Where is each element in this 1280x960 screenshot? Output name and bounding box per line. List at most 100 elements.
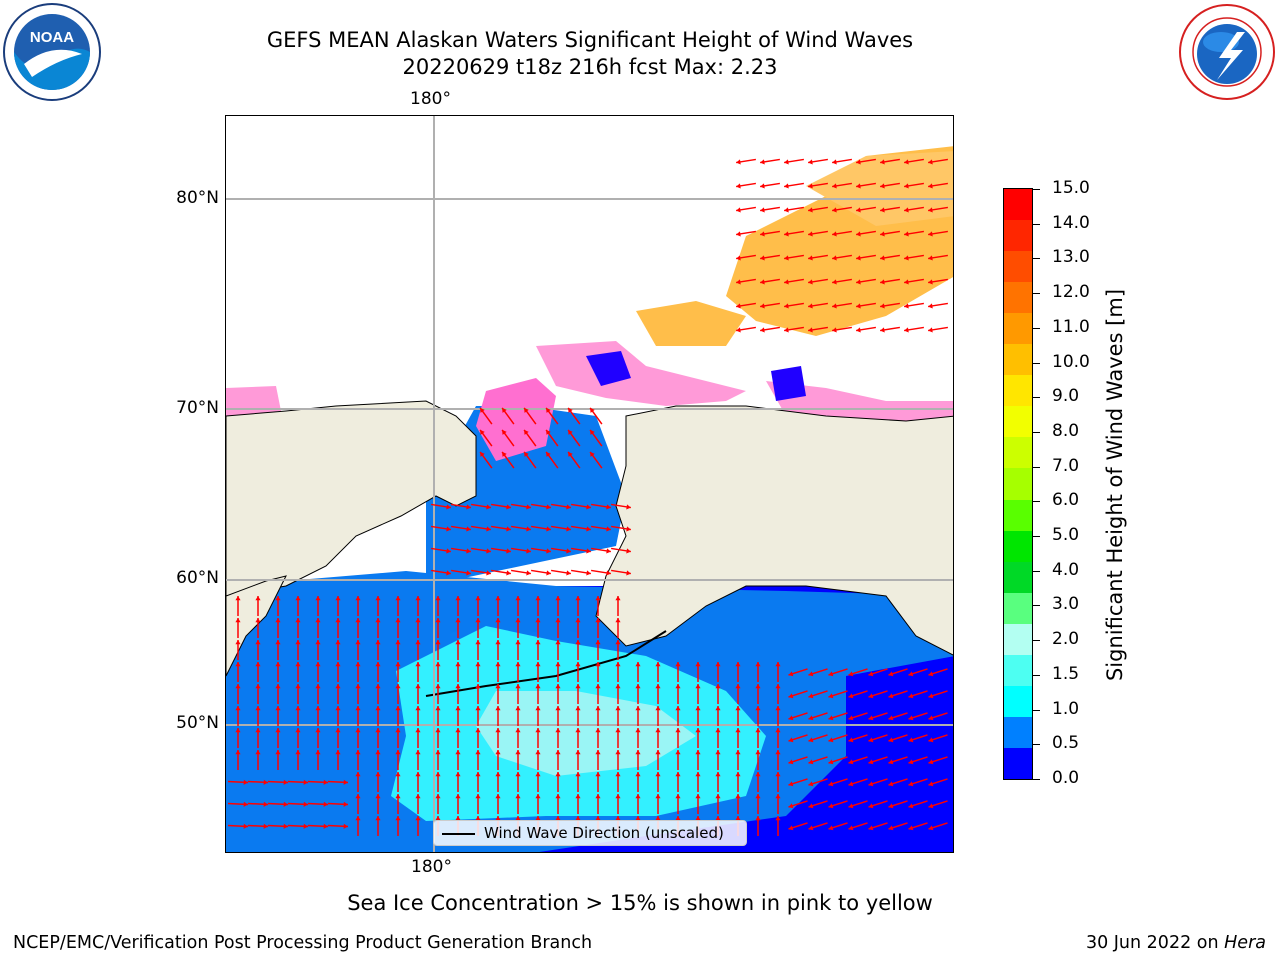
wind-wave-arrowhead xyxy=(395,596,401,601)
wind-wave-arrowhead xyxy=(908,737,914,743)
wind-wave-arrowhead xyxy=(275,684,281,689)
colorbar-tick xyxy=(1033,258,1040,260)
wind-wave-arrowhead xyxy=(808,255,813,261)
wind-wave-arrowhead xyxy=(415,596,421,601)
wind-wave-arrowhead xyxy=(355,618,361,623)
wind-wave-arrowhead xyxy=(755,684,761,689)
wind-wave-arrowhead xyxy=(466,570,471,576)
colorbar-tick xyxy=(1033,570,1040,572)
wind-wave-arrowhead xyxy=(808,781,814,787)
wind-wave-arrowhead xyxy=(486,526,491,532)
wind-wave-arrowhead xyxy=(535,706,541,711)
wind-wave-arrowhead xyxy=(575,750,581,755)
wind-wave-arrowhead xyxy=(235,640,241,645)
wind-wave-arrowhead xyxy=(435,684,441,689)
wind-wave-arrowhead xyxy=(555,728,561,733)
wind-wave-arrowhead xyxy=(323,823,328,829)
wind-wave-arrowhead xyxy=(455,640,461,645)
wind-wave-arrowhead xyxy=(375,772,381,777)
wind-wave-arrowhead xyxy=(788,825,794,831)
wind-wave-arrowhead xyxy=(675,662,681,667)
wind-wave-arrowhead xyxy=(515,618,521,623)
wind-wave-arrowhead xyxy=(828,671,834,677)
wind-wave-arrowhead xyxy=(535,640,541,645)
wind-wave-arrowhead xyxy=(904,231,909,237)
wind-wave-arrowhead xyxy=(856,303,861,309)
wind-wave-arrowhead xyxy=(546,407,551,413)
wind-wave-arrowhead xyxy=(615,816,621,821)
wind-wave-arrowhead xyxy=(546,526,551,532)
wind-wave-arrowhead xyxy=(375,640,381,645)
wind-wave-arrowhead xyxy=(715,662,721,667)
colorbar-tick xyxy=(1033,501,1040,503)
wind-wave-arrowhead xyxy=(515,816,521,821)
wind-wave-arrowhead xyxy=(335,640,341,645)
wind-wave-arrowhead xyxy=(315,684,321,689)
wind-wave-arrowhead xyxy=(760,255,765,261)
map-canvas xyxy=(226,116,953,852)
colorbar-segment xyxy=(1004,220,1032,252)
wind-wave-arrowhead xyxy=(695,706,701,711)
wind-wave-arrowhead xyxy=(235,596,241,601)
wind-wave-arrowhead xyxy=(635,750,641,755)
wind-wave-arrowhead xyxy=(343,779,348,785)
wind-wave-arrowhead xyxy=(828,715,834,721)
wind-wave-arrowhead xyxy=(888,737,894,743)
wind-wave-arrowhead xyxy=(466,526,471,532)
wind-wave-arrowhead xyxy=(535,684,541,689)
wind-wave-arrowhead xyxy=(275,618,281,623)
wind-wave-arrowhead xyxy=(832,255,837,261)
wind-wave-arrowhead xyxy=(808,279,813,285)
colorbar-tick xyxy=(1033,189,1040,190)
wind-wave-arrowhead xyxy=(828,759,834,765)
wind-wave-arrowhead xyxy=(880,207,885,213)
wind-wave-arrowhead xyxy=(355,640,361,645)
wind-wave-arrowhead xyxy=(475,728,481,733)
colorbar-tick-label: 15.0 xyxy=(1052,178,1090,198)
wind-wave-arrowhead xyxy=(263,801,268,807)
wind-wave-arrowhead xyxy=(848,759,854,765)
footer-machine: Hera xyxy=(1224,933,1266,953)
wind-wave-arrowhead xyxy=(303,823,308,829)
wind-wave-arrowhead xyxy=(455,596,461,601)
wind-wave-arrowhead xyxy=(655,706,661,711)
colorbar-tick xyxy=(1033,605,1040,607)
wind-wave-arrowhead xyxy=(880,159,885,165)
wind-wave-arrowhead xyxy=(760,207,765,213)
colorbar-tick-label: 1.0 xyxy=(1052,698,1080,719)
wind-wave-arrowhead xyxy=(784,327,789,333)
wind-wave-arrowhead xyxy=(235,728,241,733)
wind-wave-arrowhead xyxy=(375,728,381,733)
wind-wave-arrowhead xyxy=(395,684,401,689)
wind-wave-arrowhead xyxy=(715,816,721,821)
wind-wave-arrowhead xyxy=(908,781,914,787)
wind-wave-arrowhead xyxy=(315,750,321,755)
wind-wave-arrowhead xyxy=(606,504,611,510)
wind-wave-arrowhead xyxy=(868,759,874,765)
wind-wave-arrowhead xyxy=(275,728,281,733)
wind-wave-arrowhead xyxy=(295,684,301,689)
wind-wave-arrowhead xyxy=(808,693,814,699)
wind-wave-arrowhead xyxy=(586,504,591,510)
colorbar-tick xyxy=(1033,293,1040,295)
wind-wave-arrowhead xyxy=(615,662,621,667)
wind-wave-arrowhead xyxy=(575,816,581,821)
wind-wave-arrowhead xyxy=(455,618,461,623)
wind-wave-arrowhead xyxy=(446,570,451,576)
wind-wave-arrowhead xyxy=(586,570,591,576)
sea-ice-note: Sea Ice Concentration > 15% is shown in … xyxy=(347,891,933,915)
wind-wave-arrowhead xyxy=(735,772,741,777)
wind-wave-arrowhead xyxy=(275,662,281,667)
colorbar-segment xyxy=(1004,623,1032,656)
wind-wave-arrowhead xyxy=(775,684,781,689)
wind-wave-arrowhead xyxy=(568,407,573,413)
lat-label-80: 80°N xyxy=(176,188,219,208)
wind-wave-arrowhead xyxy=(395,750,401,755)
colorbar-tick xyxy=(1033,362,1040,364)
wind-wave-arrowhead xyxy=(880,279,885,285)
ocean-highest-waves xyxy=(476,691,696,776)
wind-wave-arrowhead xyxy=(535,816,541,821)
wind-wave-arrowhead xyxy=(788,693,794,699)
wind-wave-arrowhead xyxy=(455,728,461,733)
wind-wave-arrowhead xyxy=(655,794,661,799)
